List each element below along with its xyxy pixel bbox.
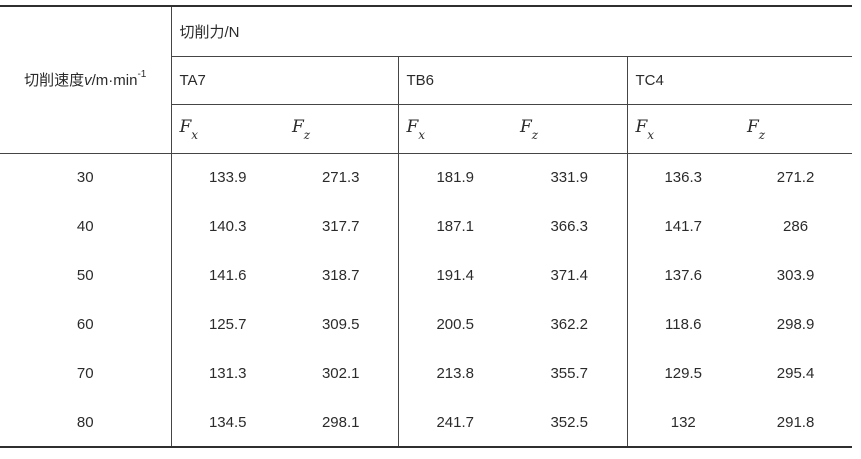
value-cell-ta7-fz: 317.7 [284, 202, 399, 251]
table-row: 30 133.9 271.3 181.9 331.9 136.3 271.2 [0, 153, 852, 202]
value-cell-tb6-fz: 362.2 [512, 300, 628, 349]
value-cell-tb6-fx: 191.4 [436, 267, 475, 284]
cutting-force-table: 切削速度v/m·min-1 切削力/N TA7 TB6 TC4 Fx Fz Fx… [0, 5, 853, 448]
value-cell-ta7-fx: 140.3 [208, 218, 247, 235]
value-cell-tb6-fx: 200.5 [436, 316, 475, 333]
value-cell-ta7-fz: 309.5 [284, 300, 399, 349]
table-row: 80 134.5 298.1 241.7 352.5 132 291.8 [0, 398, 852, 447]
value-cell-tc4-fx: 141.7 [664, 218, 703, 235]
speed-cell: 30 [0, 153, 172, 202]
speed-cell: 80 [0, 398, 172, 447]
value-cell-tc4-fx: 129.5 [664, 365, 703, 382]
value-cell-tb6-fz: 371.4 [512, 251, 628, 300]
fx-header-tc4: Fx [627, 104, 739, 154]
value-cell-tb6-fz: 331.9 [512, 153, 628, 202]
speed-cell: 70 [0, 349, 172, 398]
value-cell-tc4-fz: 298.9 [776, 316, 815, 333]
header-row-alloys: TA7 TB6 TC4 [0, 56, 853, 105]
value-cell-ta7-fz: 302.1 [284, 349, 399, 398]
value-cell-tc4-fz: 295.4 [776, 365, 815, 382]
speed-cell: 40 [0, 202, 172, 251]
value-cell-tb6-fx: 213.8 [436, 365, 475, 382]
header-row-force: 切削速度v/m·min-1 切削力/N [0, 6, 853, 154]
fz-header-tb6: Fz [512, 104, 628, 154]
table-row: 40 140.3 317.7 187.1 366.3 141.7 286 [0, 202, 852, 251]
value-cell-ta7-fx: 125.7 [208, 316, 247, 333]
speed-cell: 50 [0, 251, 172, 300]
value-cell-tc4-fz: 303.9 [776, 267, 815, 284]
group-header-ta7: TA7 [171, 56, 399, 105]
value-cell-tc4-fx: 136.3 [664, 169, 703, 187]
speed-header-text: 切削速度v/m·min-1 [24, 69, 147, 90]
value-cell-tc4-fz: 286 [783, 218, 809, 235]
value-cell-tc4-fz: 291.8 [776, 413, 815, 431]
value-cell-tb6-fx: 187.1 [436, 218, 475, 235]
value-cell-tb6-fz: 355.7 [512, 349, 628, 398]
fx-header-tb6: Fx [398, 104, 512, 154]
header-row-components: Fx Fz Fx Fz Fx Fz [0, 104, 853, 154]
fz-header-tc4: Fz [739, 104, 853, 154]
fz-header-ta7: Fz [284, 104, 399, 154]
value-cell-tc4-fx: 137.6 [664, 267, 703, 284]
group-header-tc4: TC4 [627, 56, 853, 105]
value-cell-tc4-fx: 132 [670, 413, 696, 431]
value-cell-tc4-fz: 271.2 [776, 169, 815, 187]
value-cell-ta7-fx: 141.6 [208, 267, 247, 284]
value-cell-ta7-fz: 271.3 [284, 153, 399, 202]
value-cell-ta7-fx: 131.3 [208, 365, 247, 382]
value-cell-ta7-fx: 133.9 [208, 169, 247, 187]
value-cell-tb6-fz: 366.3 [512, 202, 628, 251]
value-cell-ta7-fz: 298.1 [284, 398, 399, 447]
table-row: 60 125.7 309.5 200.5 362.2 118.6 298.9 [0, 300, 852, 349]
value-cell-ta7-fx: 134.5 [208, 413, 247, 431]
value-cell-ta7-fz: 318.7 [284, 251, 399, 300]
value-cell-tb6-fz: 352.5 [512, 398, 628, 447]
value-cell-tb6-fx: 181.9 [436, 169, 475, 187]
value-cell-tb6-fx: 241.7 [436, 413, 475, 431]
value-cell-tc4-fx: 118.6 [665, 316, 702, 333]
speed-cell: 60 [0, 300, 172, 349]
fx-header-ta7: Fx [171, 104, 284, 154]
group-header-tb6: TB6 [398, 56, 628, 105]
table-row: 70 131.3 302.1 213.8 355.7 129.5 295.4 [0, 349, 852, 398]
speed-header-cell: 切削速度v/m·min-1 [0, 6, 172, 154]
force-header-cell: 切削力/N [171, 6, 853, 57]
table-row: 50 141.6 318.7 191.4 371.4 137.6 303.9 [0, 251, 852, 300]
